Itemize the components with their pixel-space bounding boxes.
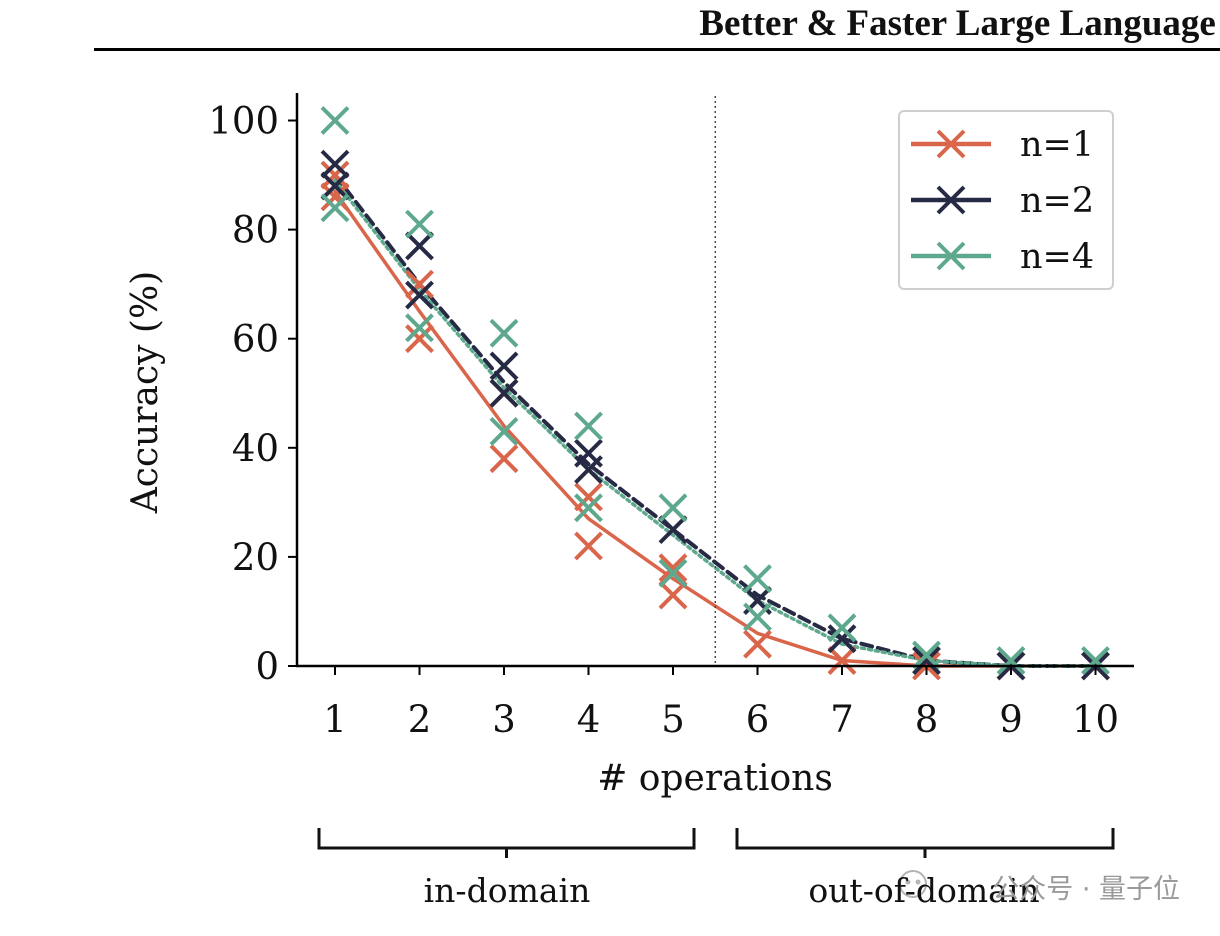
y-tick-label: 20 bbox=[232, 536, 279, 579]
x-tick-label: 8 bbox=[915, 698, 939, 741]
legend-label: n=4 bbox=[1020, 237, 1094, 277]
data-point-n-4 bbox=[320, 106, 350, 135]
y-tick-label: 100 bbox=[208, 100, 279, 143]
y-tick-label: 40 bbox=[232, 427, 279, 470]
data-point-n-2 bbox=[827, 624, 857, 654]
data-point-n-2 bbox=[405, 280, 434, 310]
legend-marker bbox=[936, 185, 966, 215]
data-point-n-2 bbox=[658, 515, 688, 545]
data-point-n-2 bbox=[574, 455, 603, 485]
legend-item: n=4 bbox=[911, 237, 1094, 277]
y-tick-label: 60 bbox=[232, 318, 279, 361]
data-point-n-4 bbox=[912, 640, 941, 670]
x-tick-label: 3 bbox=[492, 698, 516, 741]
data-point-n-2 bbox=[489, 351, 519, 381]
data-point-n-1 bbox=[320, 182, 350, 212]
data-point-n-1 bbox=[405, 269, 434, 299]
legend-label: n=2 bbox=[1020, 181, 1094, 221]
in-domain-label: in-domain bbox=[424, 871, 591, 910]
out-of-domain-bracket bbox=[735, 828, 1115, 858]
in-domain-bracket bbox=[317, 828, 696, 858]
x-tick-label: 4 bbox=[577, 698, 601, 741]
data-point-n-1 bbox=[489, 444, 519, 474]
page-title: Better & Faster Large Language M bbox=[699, 3, 1220, 44]
y-tick-label: 80 bbox=[232, 209, 279, 252]
data-point-n-4 bbox=[658, 558, 688, 588]
data-point-n-4 bbox=[658, 493, 688, 523]
watermark-icon bbox=[899, 870, 927, 898]
data-point-n-1 bbox=[320, 160, 350, 190]
y-tick-label: 0 bbox=[255, 645, 279, 688]
x-tick-label: 9 bbox=[999, 698, 1023, 741]
data-point-n-4 bbox=[574, 411, 603, 441]
data-point-n-1 bbox=[574, 482, 603, 512]
legend-box bbox=[898, 110, 1114, 290]
data-point-n-4 bbox=[1081, 646, 1110, 675]
data-point-n-2 bbox=[405, 231, 434, 261]
data-point-n-4 bbox=[574, 493, 603, 523]
y-axis-title: Accuracy (%) bbox=[125, 271, 166, 514]
x-tick-label: 6 bbox=[746, 698, 770, 741]
data-point-n-4 bbox=[996, 646, 1026, 675]
data-point-n-4 bbox=[405, 209, 434, 239]
data-point-n-4 bbox=[489, 417, 519, 446]
data-point-n-2 bbox=[320, 149, 350, 179]
data-point-n-1 bbox=[658, 553, 688, 583]
page-header: Better & Faster Large Language M bbox=[94, 0, 1220, 51]
data-point-n-4 bbox=[405, 313, 434, 343]
legend-label: n=1 bbox=[1020, 125, 1094, 165]
out-of-domain-label: out-of-domain bbox=[808, 871, 1039, 910]
data-point-n-2 bbox=[489, 378, 519, 408]
watermark-text: 公众号 · 量子位 bbox=[992, 874, 1180, 905]
x-tick-label: 2 bbox=[408, 698, 432, 741]
x-axis-title: # operations bbox=[597, 758, 833, 799]
data-point-n-4 bbox=[489, 318, 519, 348]
data-point-n-4 bbox=[827, 613, 857, 643]
data-point-n-1 bbox=[405, 324, 434, 354]
data-point-n-1 bbox=[827, 646, 857, 675]
legend-marker bbox=[936, 129, 966, 159]
data-point-n-1 bbox=[658, 580, 688, 610]
data-point-n-4 bbox=[320, 193, 350, 223]
data-point-n-2 bbox=[912, 646, 941, 675]
data-point-n-1 bbox=[574, 531, 603, 561]
data-point-n-4 bbox=[743, 602, 772, 632]
x-tick-label: 10 bbox=[1072, 698, 1119, 741]
x-tick-label: 1 bbox=[323, 698, 347, 741]
legend-item: n=1 bbox=[911, 125, 1094, 165]
data-point-n-2 bbox=[320, 171, 350, 201]
x-tick-label: 7 bbox=[830, 698, 854, 741]
legend-item: n=2 bbox=[911, 181, 1094, 221]
legend-marker bbox=[936, 241, 966, 271]
data-point-n-1 bbox=[743, 629, 772, 659]
x-tick-label: 5 bbox=[661, 698, 685, 741]
data-point-n-4 bbox=[743, 564, 772, 594]
